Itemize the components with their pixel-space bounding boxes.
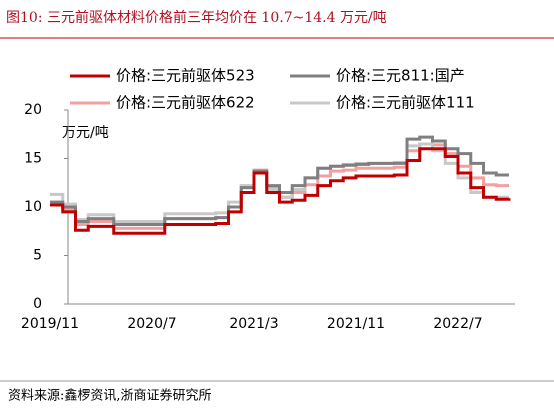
series-line xyxy=(50,142,509,224)
series-line xyxy=(50,147,511,235)
x-tick-label: 2021/11 xyxy=(327,316,385,332)
y-tick-label: 10 xyxy=(24,199,42,215)
legend-label: 价格:三元前驱体523 xyxy=(116,67,255,85)
y-tick-label: 15 xyxy=(24,151,42,167)
y-tick-label: 20 xyxy=(24,102,42,118)
series-line xyxy=(50,135,509,226)
source: 资料来源:鑫椤资讯,浙商证券研究所 xyxy=(8,388,212,404)
x-tick-label: 2021/3 xyxy=(229,316,278,332)
legend-label: 价格:三元前驱体111 xyxy=(336,94,475,112)
chart-title: 图10: 三元前驱体材料价格前三年均价在 10.7~14.4 万元/吨 xyxy=(6,9,387,26)
y-tick-label: 5 xyxy=(33,248,42,264)
x-tick-label: 2020/7 xyxy=(127,316,176,332)
x-tick-label: 2019/11 xyxy=(21,316,79,332)
y-axis-label: 万元/吨 xyxy=(62,125,109,141)
x-tick-label: 2022/7 xyxy=(433,316,482,332)
legend-label: 价格:三元811:国产 xyxy=(336,67,465,85)
legend-label: 价格:三元前驱体622 xyxy=(116,94,255,112)
y-tick-label: 0 xyxy=(33,296,42,312)
